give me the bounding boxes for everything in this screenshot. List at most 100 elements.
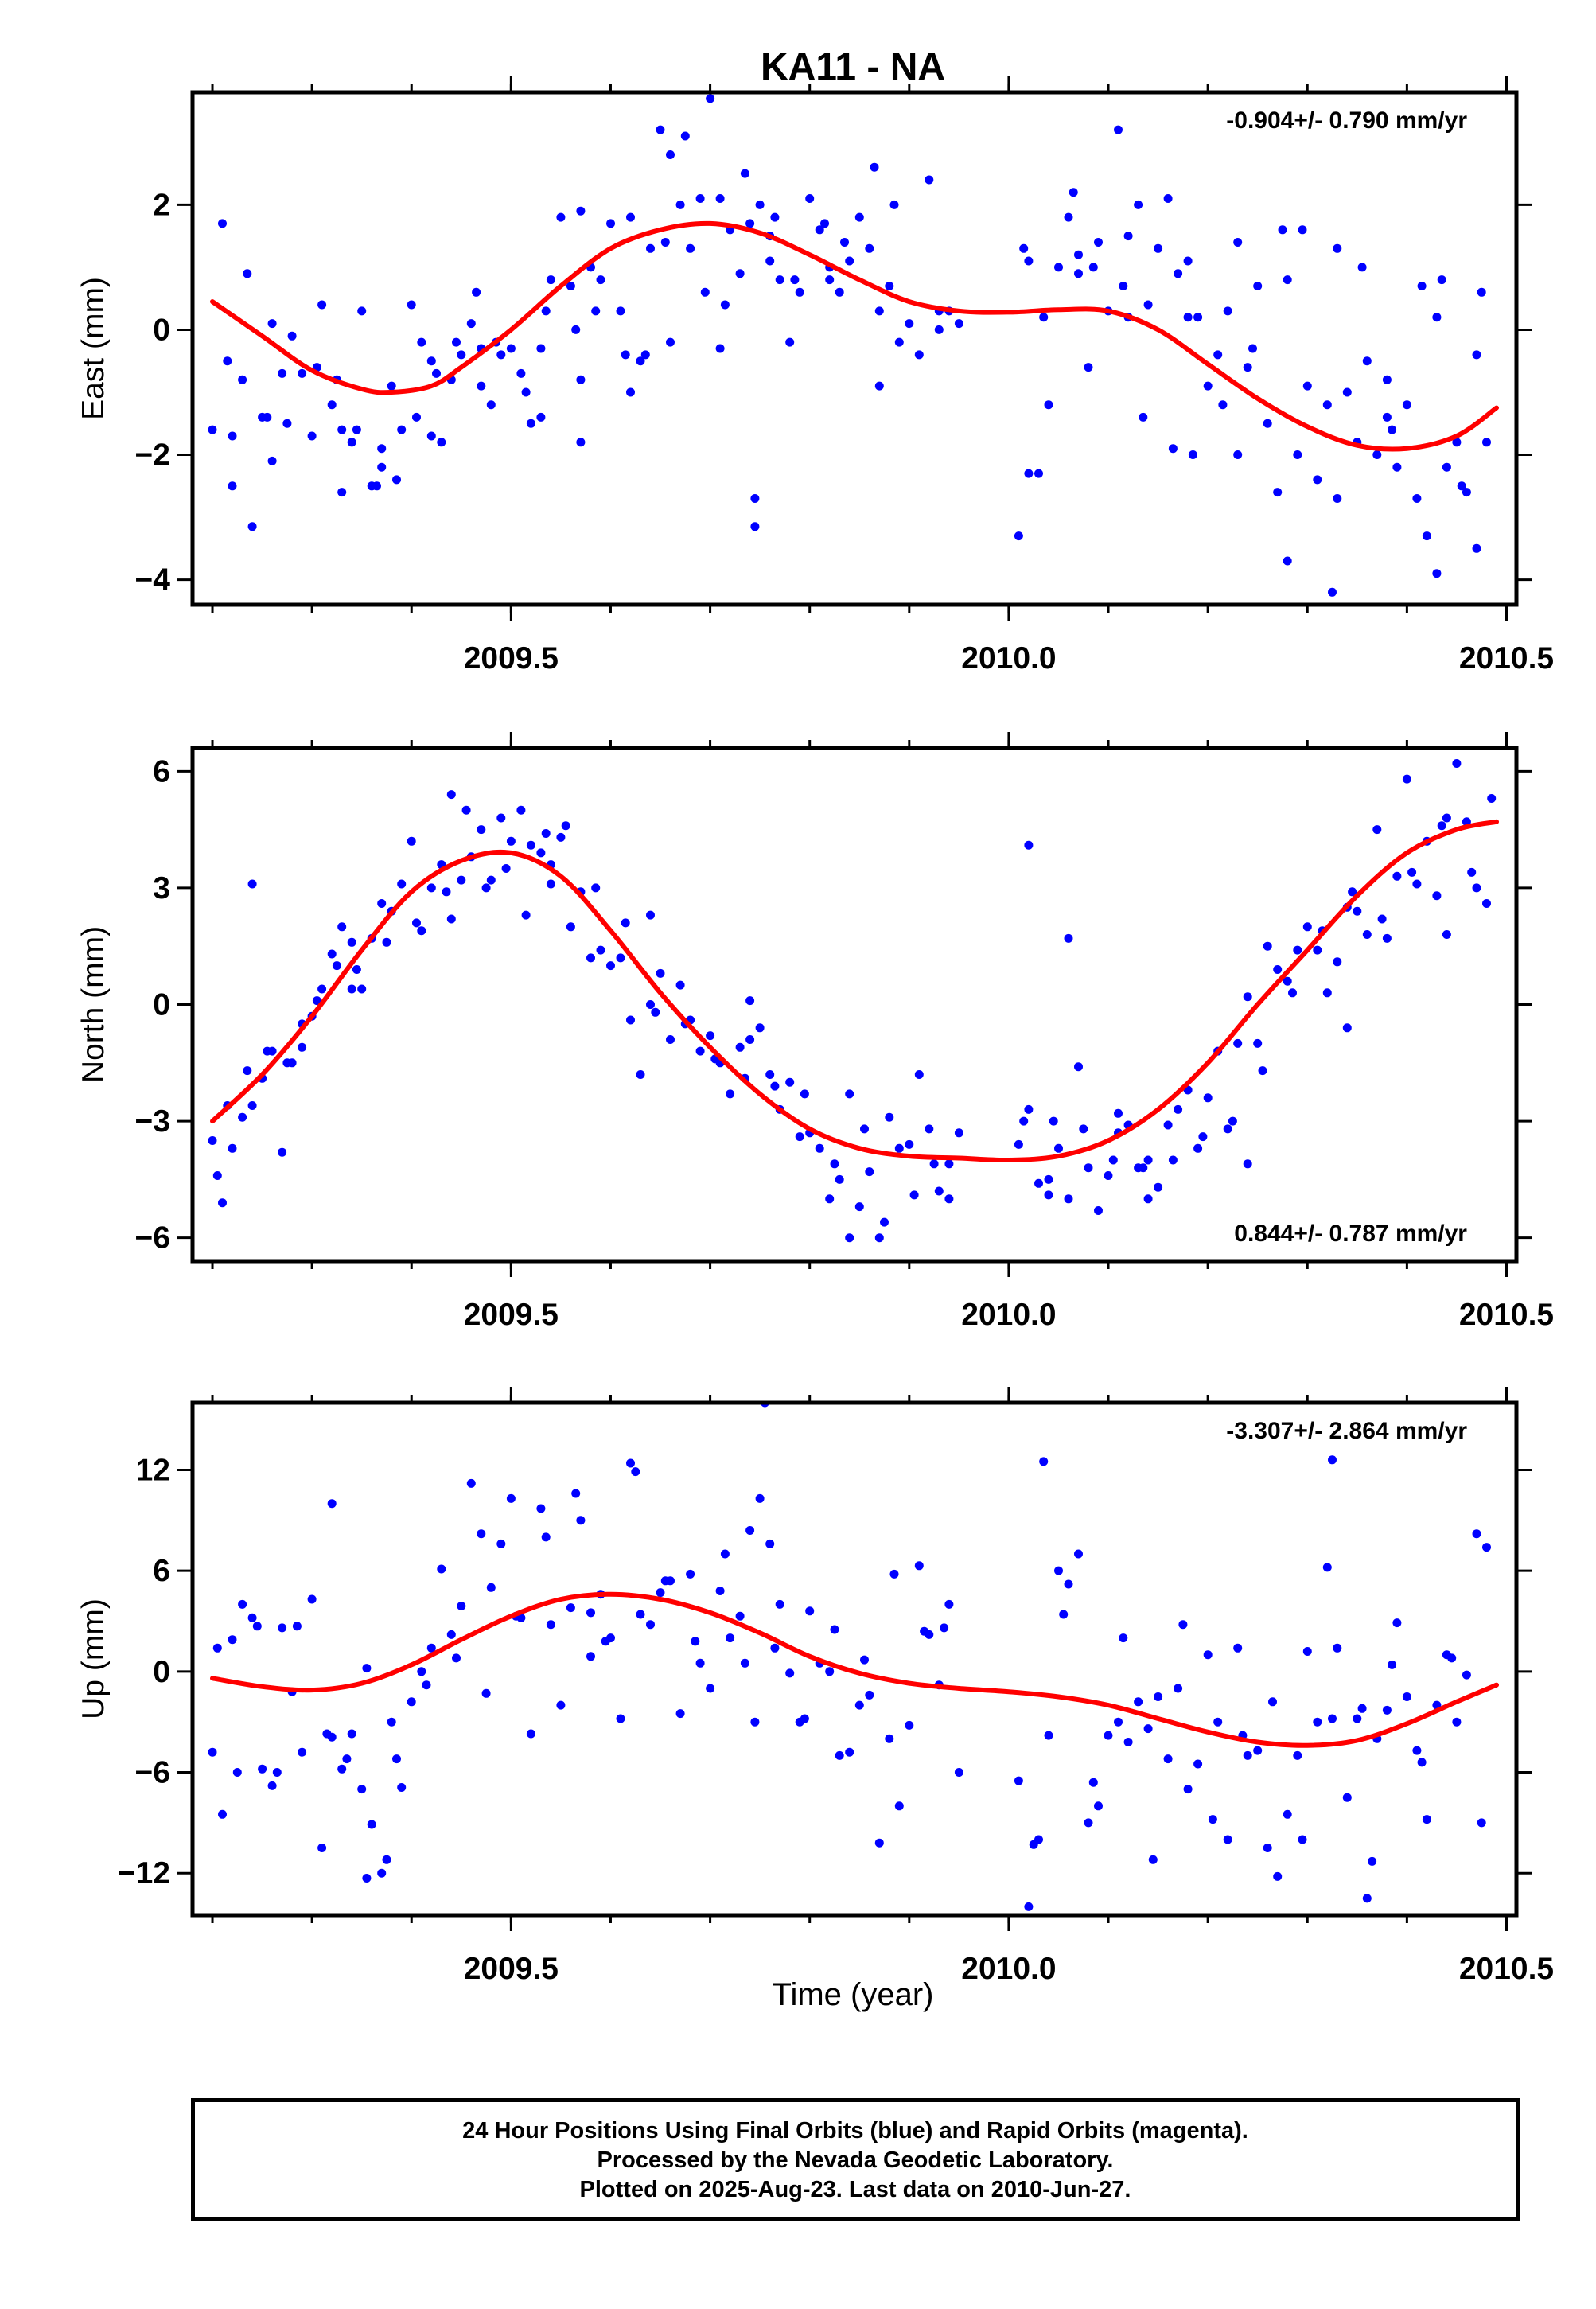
east-data-point [1183,313,1193,322]
up-data-point [1163,1754,1173,1764]
north-data-point [666,1035,675,1044]
north-data-point [521,910,531,920]
east-data-point [735,269,745,278]
up-data-point [691,1637,700,1646]
north-data-point [706,1031,715,1041]
east-data-point [666,150,675,159]
up-data-point [272,1768,282,1777]
east-data-point [1298,225,1307,235]
north-data-point [925,1124,934,1134]
up-data-point [1084,1818,1093,1828]
up-data-point [422,1680,431,1690]
east-data-point [695,194,705,203]
east-data-point [278,368,287,378]
north-data-point [1193,1143,1203,1153]
north-data-point [218,1198,227,1208]
east-data-point [1432,313,1442,322]
east-data-point [1064,212,1073,222]
north-data-point [347,937,356,947]
east-data-point [1218,400,1228,410]
up-data-point [775,1599,784,1609]
up-data-point [437,1564,446,1574]
north-data-point [337,922,347,932]
east-data-point [606,219,615,228]
up-data-point [212,1643,222,1653]
north-data-point [1064,933,1073,943]
up-data-point [457,1602,466,1610]
east-data-point [243,269,252,278]
up-data-point [1353,1714,1362,1723]
up-data-point [278,1623,287,1633]
up-data-point [1482,1543,1491,1552]
up-data-point [417,1667,426,1676]
east-data-point [845,256,854,266]
east-data-point [426,356,436,366]
east-data-point [247,522,257,531]
north-data-point [1044,1174,1053,1184]
east-data-point [576,375,586,384]
up-data-point [1283,1809,1292,1819]
east-data-point [1074,250,1083,259]
east-data-point [1472,350,1481,360]
north-data-point [1139,1163,1148,1173]
up-data-point [1412,1746,1422,1755]
up-data-point [586,1608,595,1618]
north-data-point [457,875,466,885]
north-data-point [1163,1120,1173,1130]
up-data-point [1123,1738,1133,1746]
east-data-point [1278,225,1287,235]
east-data-point [680,131,690,141]
east-data-point [1263,419,1272,428]
north-data-point [417,926,426,936]
east-data-point [437,438,446,447]
up-data-point [1357,1704,1367,1713]
east-data-point [1039,313,1049,322]
up-data-point [1114,1717,1123,1727]
north-x-tick-label: 2010.0 [961,1298,1056,1332]
east-data-point [1432,569,1442,578]
up-data-point [1293,1750,1302,1760]
east-data-point [750,494,760,503]
east-data-point [785,337,795,347]
east-data-point [646,243,655,253]
up-data-point [362,1874,372,1883]
up-data-point [426,1643,436,1653]
east-data-point [874,381,884,391]
east-x-tick-label: 2009.5 [464,641,559,676]
up-data-point [392,1754,401,1764]
north-data-point [606,961,615,971]
footer-line-1: 24 Hour Positions Using Final Orbits (bl… [462,2118,1248,2144]
north-data-point [621,918,630,928]
north-x-tick-label: 2009.5 [464,1298,559,1332]
east-data-point [576,206,586,216]
up-data-point [770,1643,780,1653]
north-data-point [914,1070,924,1079]
east-data-point [1044,400,1053,410]
up-data-point [656,1588,665,1598]
north-data-point [1362,930,1372,939]
north-data-point [536,848,546,858]
north-data-point [675,980,685,990]
north-data-point [726,1089,735,1099]
north-data-point [860,1124,869,1134]
up-data-point [735,1611,745,1621]
up-data-point [452,1653,461,1663]
east-data-point [1302,381,1312,391]
north-data-point [656,968,665,978]
up-data-point [1024,1902,1034,1911]
north-data-point [755,1023,765,1033]
north-data-point [745,996,755,1006]
east-data-point [591,306,601,316]
up-data-point [1447,1653,1457,1663]
up-data-point [208,1747,217,1757]
north-data-point [929,1159,939,1169]
east-data-point [1024,469,1034,478]
east-rate-label: -0.904+/- 0.790 mm/yr [1226,107,1467,134]
east-data-point [352,425,361,434]
up-data-point [252,1622,262,1631]
east-data-point [790,275,800,285]
east-data-point [1223,306,1232,316]
north-data-point [407,836,416,846]
east-data-point [755,200,765,209]
up-data-point [745,1526,755,1535]
